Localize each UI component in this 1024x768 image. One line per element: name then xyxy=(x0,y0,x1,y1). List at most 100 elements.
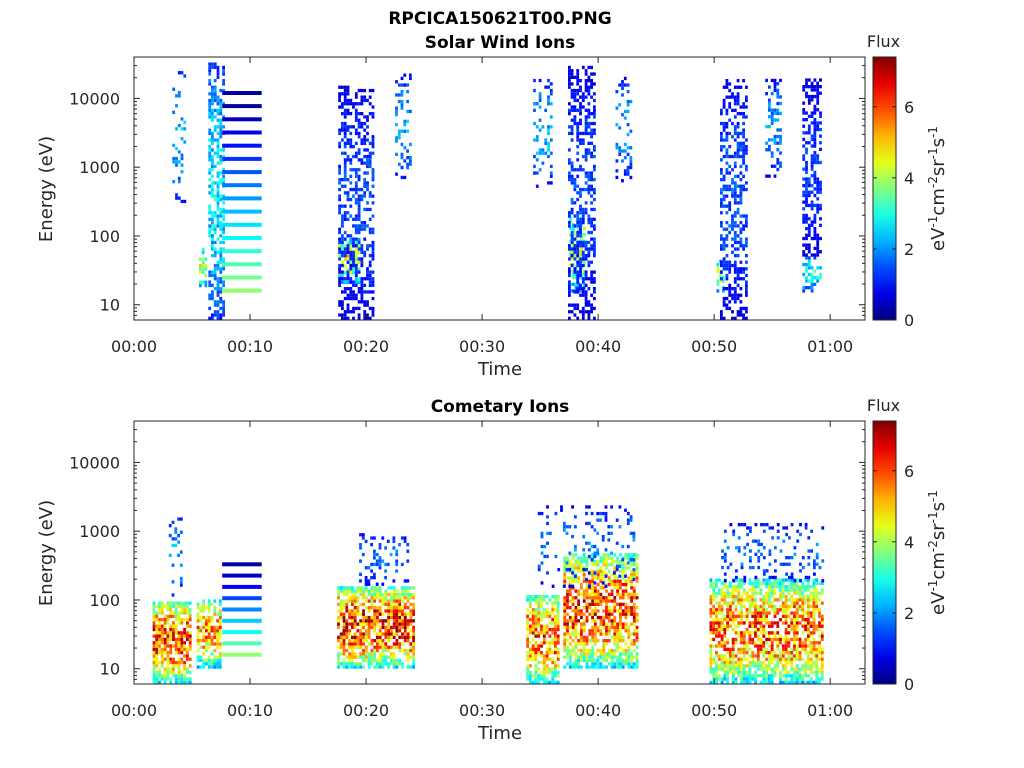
flux-cell xyxy=(367,662,371,666)
x-tick-label: 00:50 xyxy=(691,337,737,356)
flux-cell xyxy=(354,283,358,287)
flux-cell xyxy=(354,168,358,172)
flux-cell xyxy=(590,273,593,278)
flux-cell xyxy=(337,662,340,666)
flux-cell xyxy=(406,639,410,643)
flux-cell xyxy=(384,655,388,659)
flux-cell xyxy=(793,680,796,684)
flux-cell xyxy=(577,226,581,230)
flux-cell xyxy=(776,660,780,665)
flux-cell xyxy=(754,664,757,668)
flux-cell xyxy=(585,556,589,560)
flux-cell xyxy=(529,680,532,684)
flux-band xyxy=(222,130,262,135)
flux-cell xyxy=(349,138,353,142)
flux-cell xyxy=(615,159,619,163)
flux-cell xyxy=(368,95,372,99)
flux-cell xyxy=(731,92,734,96)
flux-cell xyxy=(728,102,732,106)
flux-cell xyxy=(756,674,760,678)
flux-cell xyxy=(773,604,777,609)
flux-cell xyxy=(571,249,575,253)
flux-cell xyxy=(807,203,811,208)
flux-cell xyxy=(768,674,771,678)
flux-cell xyxy=(412,635,415,639)
flux-cell xyxy=(183,611,186,615)
flux-cell xyxy=(742,644,746,648)
flux-cell xyxy=(731,618,735,622)
flux-cell xyxy=(378,562,382,567)
flux-cell xyxy=(723,677,727,681)
flux-cell xyxy=(627,566,631,570)
flux-cell xyxy=(621,658,625,663)
flux-cell xyxy=(715,591,718,595)
flux-cell xyxy=(216,287,220,291)
flux-cell xyxy=(570,237,574,241)
flux-cell xyxy=(795,631,799,635)
flux-cell xyxy=(373,609,377,613)
flux-cell xyxy=(183,601,186,605)
flux-cell xyxy=(607,538,611,542)
flux-cell xyxy=(623,169,627,173)
flux-cell xyxy=(624,652,628,656)
flux-cell xyxy=(742,277,745,281)
flux-cell xyxy=(635,629,639,633)
flux-cell xyxy=(596,655,600,659)
flux-cell xyxy=(596,511,600,516)
flux-cell xyxy=(784,578,788,582)
flux-cell xyxy=(208,178,212,182)
flux-cell xyxy=(568,606,572,610)
flux-cell xyxy=(748,594,752,599)
flux-cell xyxy=(354,118,358,122)
flux-cell xyxy=(211,102,214,106)
flux-cell xyxy=(546,521,549,526)
flux-cell xyxy=(341,247,344,251)
flux-cell xyxy=(816,190,820,194)
flux-cell xyxy=(351,635,354,639)
flux-cell xyxy=(343,310,347,314)
flux-cell xyxy=(733,108,737,112)
flux-cell xyxy=(729,581,732,585)
flux-cell xyxy=(726,660,729,665)
flux-cell xyxy=(349,197,353,202)
flux-cell xyxy=(359,662,363,666)
flux-cell xyxy=(179,576,183,581)
flux-cell xyxy=(349,267,353,271)
flux-cell xyxy=(745,224,748,228)
flux-cell xyxy=(348,639,351,643)
flux-cell xyxy=(352,290,355,294)
flux-cell xyxy=(174,530,178,534)
flux-cell xyxy=(576,254,580,258)
flux-cell xyxy=(762,598,766,602)
flux-cell xyxy=(376,596,379,600)
flux-cell xyxy=(779,134,782,139)
flux-cell xyxy=(563,569,567,573)
flux-cell xyxy=(784,588,788,592)
flux-cell xyxy=(742,187,745,192)
flux-cell xyxy=(166,608,170,612)
flux-cell xyxy=(211,211,214,215)
flux-cell xyxy=(568,592,572,597)
flux-cell xyxy=(610,525,613,529)
flux-cell xyxy=(813,94,817,99)
flux-cell xyxy=(605,655,608,659)
flux-cell xyxy=(734,631,738,635)
flux-cell xyxy=(773,637,777,642)
flux-cell xyxy=(580,592,583,597)
flux-cell xyxy=(406,652,410,656)
flux-cell xyxy=(816,279,820,283)
flux-cell xyxy=(387,665,390,669)
flux-cell xyxy=(762,614,766,618)
flux-cell xyxy=(222,72,225,76)
flux-cell xyxy=(373,612,377,616)
flux-cell xyxy=(588,639,592,643)
flux-cell xyxy=(368,230,372,235)
flux-cell xyxy=(580,648,583,653)
flux-cell xyxy=(363,148,367,152)
flux-cell xyxy=(579,227,582,231)
flux-cell xyxy=(593,596,597,600)
flux-cell xyxy=(605,652,608,656)
flux-cell xyxy=(401,665,404,669)
flux-cell xyxy=(569,239,572,244)
flux-cell xyxy=(158,624,161,628)
